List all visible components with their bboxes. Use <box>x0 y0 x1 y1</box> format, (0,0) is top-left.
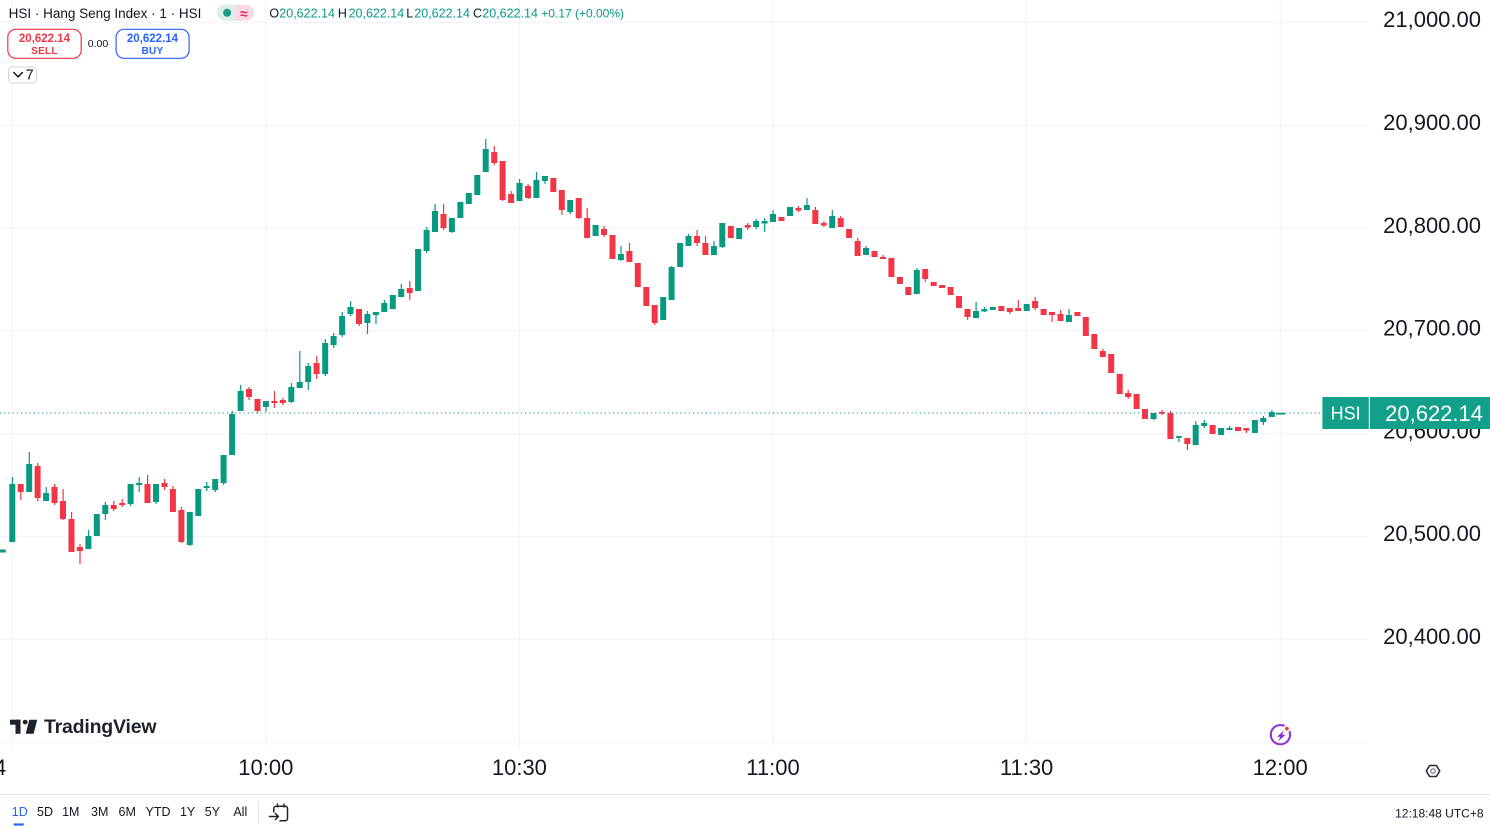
svg-text:20,400.00: 20,400.00 <box>1383 624 1481 649</box>
svg-text:4: 4 <box>0 755 6 780</box>
svg-text:20,622.14: 20,622.14 <box>414 7 470 21</box>
svg-text:BUY: BUY <box>141 46 163 57</box>
svg-text:6M: 6M <box>119 805 136 819</box>
svg-text:20,622.14: 20,622.14 <box>1385 401 1483 426</box>
svg-text:20,622.14: 20,622.14 <box>19 33 71 45</box>
svg-text:12:18:48 UTC+8: 12:18:48 UTC+8 <box>1395 807 1484 821</box>
svg-text:20,622.14: 20,622.14 <box>127 33 179 45</box>
svg-text:0.00: 0.00 <box>88 38 109 50</box>
svg-text:3M: 3M <box>91 805 108 819</box>
svg-text:SELL: SELL <box>31 46 58 57</box>
svg-text:+0.17 (+0.00%): +0.17 (+0.00%) <box>541 7 624 21</box>
svg-text:L: L <box>406 7 413 21</box>
svg-text:20,500.00: 20,500.00 <box>1383 521 1481 546</box>
svg-text:12:00: 12:00 <box>1253 755 1308 780</box>
svg-text:20,622.14: 20,622.14 <box>279 7 335 21</box>
svg-text:1M: 1M <box>62 805 79 819</box>
svg-text:20,622.14: 20,622.14 <box>482 7 538 21</box>
svg-text:10:30: 10:30 <box>492 755 547 780</box>
svg-text:11:30: 11:30 <box>1000 755 1053 780</box>
svg-text:21,000.00: 21,000.00 <box>1383 7 1481 32</box>
svg-text:HSI: HSI <box>1331 404 1361 424</box>
svg-text:1Y: 1Y <box>180 805 196 819</box>
svg-text:All: All <box>233 805 247 819</box>
svg-text:HSI · Hang Seng Index · 1 · HS: HSI · Hang Seng Index · 1 · HSI <box>9 6 202 21</box>
svg-text:11:00: 11:00 <box>746 755 799 780</box>
svg-text:H: H <box>338 7 347 21</box>
svg-text:O: O <box>269 7 279 21</box>
svg-text:C: C <box>473 7 482 21</box>
svg-text:20,800.00: 20,800.00 <box>1383 213 1481 238</box>
svg-text:10:00: 10:00 <box>238 755 293 780</box>
svg-text:20,700.00: 20,700.00 <box>1383 316 1481 341</box>
svg-text:1D: 1D <box>12 805 28 819</box>
svg-text:≈: ≈ <box>240 5 248 21</box>
svg-text:20,622.14: 20,622.14 <box>349 7 405 21</box>
svg-text:YTD: YTD <box>146 805 171 819</box>
svg-text:5Y: 5Y <box>205 805 221 819</box>
svg-text:20,900.00: 20,900.00 <box>1383 110 1481 135</box>
svg-text:7: 7 <box>26 67 34 83</box>
svg-text:TradingView: TradingView <box>44 716 157 738</box>
svg-text:5D: 5D <box>37 805 53 819</box>
